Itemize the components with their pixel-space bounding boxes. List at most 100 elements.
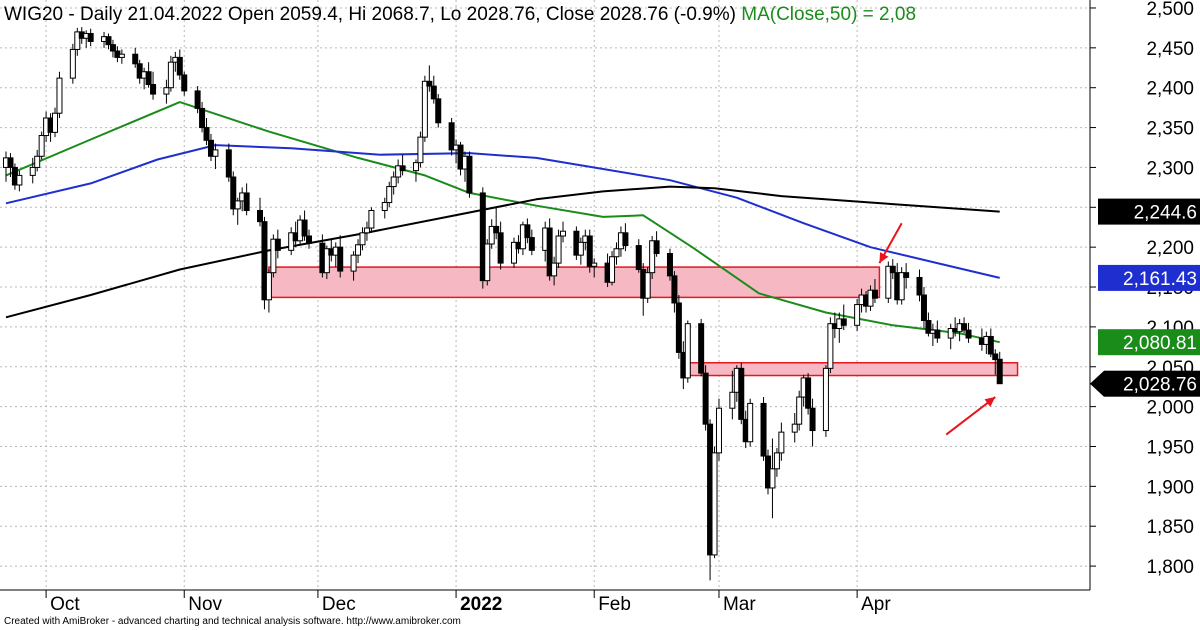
candle-body (769, 468, 776, 489)
x-tick-label: Apr (861, 594, 891, 615)
candle-body (265, 272, 272, 301)
ma50-legend: MA(Close,50) = 2,08 (741, 4, 917, 25)
candle-body (987, 335, 994, 355)
candle-body (822, 367, 829, 432)
footer-credit: Created with AmiBroker - advanced charti… (4, 616, 461, 627)
candle-body (194, 90, 201, 109)
candle-body (448, 122, 455, 151)
candle-body (34, 155, 41, 168)
candle-body (560, 230, 567, 237)
candle-body (270, 238, 277, 274)
candle-body (212, 149, 219, 157)
candle-body (591, 262, 598, 267)
candle-body (885, 265, 892, 299)
candle-body (493, 225, 500, 234)
y-tick-label: 1,850 (1146, 517, 1194, 538)
candle-body (773, 452, 780, 470)
candle-body (992, 353, 999, 361)
candle-body (903, 272, 910, 278)
y-tick-label: 2,000 (1146, 398, 1194, 419)
candle-body (74, 31, 81, 50)
candle-body (760, 402, 767, 457)
candle-body (109, 44, 116, 52)
candle-body (961, 323, 968, 331)
candle-body (136, 63, 143, 79)
candle-body (390, 176, 397, 188)
candle-body (435, 98, 442, 124)
candle-body (207, 139, 214, 157)
x-tick-label: Mar (723, 594, 756, 615)
candle-body (69, 48, 76, 79)
candle-body (274, 238, 281, 251)
x-tick-label: 2022 (460, 594, 502, 615)
arrow-shaft (945, 396, 996, 436)
candle-body (355, 244, 362, 256)
candle-body (898, 272, 905, 301)
candle-body (622, 232, 629, 247)
chart-header: WIG20 - Daily 21.04.2022 Open 2059.4, Hi… (4, 4, 1086, 26)
candle-body (653, 240, 660, 255)
candle-body (965, 329, 972, 339)
y-tick-label: 1,800 (1146, 557, 1194, 578)
price-zone (682, 362, 1019, 377)
candle-body (871, 289, 878, 299)
candle-body (916, 276, 923, 296)
candle-body (257, 209, 263, 223)
candle-body (711, 452, 718, 556)
candle-body (430, 85, 437, 100)
candle-body (551, 262, 558, 277)
candle-body (363, 227, 370, 234)
candle-body (199, 107, 206, 129)
candle-body (87, 32, 94, 42)
moving-average-lines (5, 101, 1000, 344)
value-label-text: 2,080.81 (1123, 333, 1197, 354)
axes (0, 0, 1096, 598)
candle-body (38, 135, 45, 157)
candle-body (417, 136, 424, 164)
candle-body (577, 241, 584, 256)
candle-body (7, 157, 14, 168)
x-tick-label: Feb (598, 594, 631, 615)
candle-body (225, 149, 232, 178)
candle-body (791, 423, 798, 433)
y-tick-label: 2,200 (1146, 238, 1194, 259)
candle-body (715, 407, 722, 454)
candle-body (996, 358, 1003, 385)
candle-body (684, 323, 691, 379)
value-label-box (1104, 370, 1200, 397)
candle-body (698, 323, 705, 374)
candle-body (181, 74, 188, 92)
value-labels: 2,244.6 2,161.43 2,080.81 2,028.76 (1090, 198, 1200, 397)
price-zone (268, 266, 881, 299)
candles (3, 27, 1003, 581)
candle-body (479, 192, 486, 282)
candle-body (546, 227, 553, 277)
candle-body (386, 186, 393, 204)
candle-body (167, 61, 174, 89)
x-tick-label: Nov (188, 594, 222, 615)
ma-line (5, 144, 1000, 279)
value-label-text: 2,161.43 (1123, 269, 1197, 290)
candle-body (809, 407, 816, 432)
support-resistance-zones (268, 266, 1019, 377)
candle-body (243, 192, 250, 211)
candle-body (323, 248, 330, 274)
candle-body (176, 56, 183, 76)
candle-body (426, 80, 433, 87)
candle-body (609, 256, 616, 283)
value-label-text: 2,244.6 (1134, 203, 1197, 224)
candle-body (796, 396, 803, 425)
candle-body (524, 224, 531, 239)
candle-body (649, 240, 656, 274)
candle-body (889, 265, 896, 274)
candle-body (395, 165, 402, 178)
candle-body (528, 237, 535, 251)
y-tick-label: 2,450 (1146, 39, 1194, 60)
candle-body (306, 235, 313, 244)
ma-line (5, 185, 1000, 319)
y-tick-label: 2,300 (1146, 158, 1194, 179)
candle-body (947, 327, 954, 339)
candle-body (484, 243, 491, 282)
candle-body (671, 275, 678, 304)
candle-body (56, 77, 63, 114)
